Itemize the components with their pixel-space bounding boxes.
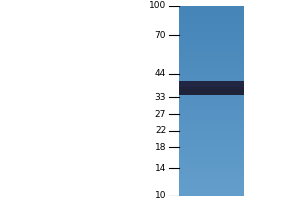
Text: 27: 27 — [155, 110, 166, 119]
Text: 100: 100 — [149, 1, 166, 10]
Bar — [179, 81, 244, 95]
Text: 33: 33 — [155, 93, 166, 102]
Text: 22: 22 — [155, 126, 166, 135]
Text: 14: 14 — [155, 164, 166, 173]
Text: 44: 44 — [155, 69, 166, 78]
Text: 18: 18 — [155, 143, 166, 152]
Bar — [179, 81, 244, 87]
Text: 70: 70 — [155, 31, 166, 40]
Text: 10: 10 — [155, 192, 166, 200]
